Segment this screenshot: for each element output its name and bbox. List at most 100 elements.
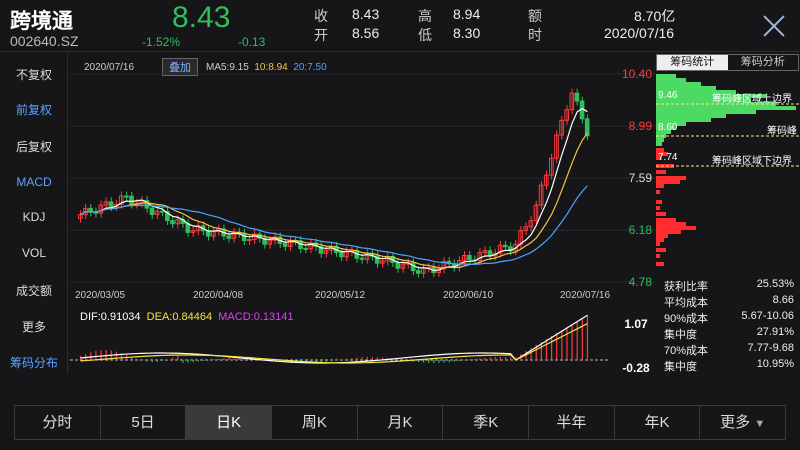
chip-tabs: 筹码统计 筹码分析 (656, 54, 799, 71)
tab-chip-stats[interactable]: 筹码统计 (657, 55, 728, 70)
stat-row: 90%成本 5.67-10.06 (664, 310, 794, 325)
menu-macd[interactable]: MACD (16, 175, 52, 189)
candle (165, 210, 170, 222)
chip-bar-loss (656, 184, 664, 188)
tab-quarterly-k[interactable]: 季K (443, 406, 530, 439)
price-tick-label: 6.18 (629, 223, 653, 237)
candle (154, 210, 160, 216)
macd-legend: DIF:0.91034 DEA:0.84464 MACD:0.13141 (80, 311, 294, 323)
time-value: 2020/07/16 (604, 25, 675, 41)
menu-chip-distribution[interactable]: 筹码分布 (9, 356, 58, 370)
chip-bar-loss (656, 200, 662, 204)
ma10-value: 8.94 (268, 62, 288, 73)
chip-bar-loss (656, 156, 662, 160)
candle (170, 220, 175, 225)
candle (144, 200, 150, 209)
overlay-button[interactable]: 叠加 (162, 58, 198, 76)
chip-bar-profit (656, 126, 676, 130)
menu-backward-adjust[interactable]: 后复权 (15, 140, 52, 154)
chip-bar-loss (656, 148, 664, 152)
chip-bar-loss (656, 238, 664, 242)
candle (374, 255, 380, 264)
tab-5day[interactable]: 5日 (101, 406, 187, 439)
amount-label: 额 (528, 8, 542, 24)
tab-intraday[interactable]: 分时 (15, 406, 101, 439)
candle (149, 207, 155, 216)
chip-bar-loss (656, 212, 666, 216)
tab-yearly-k[interactable]: 年K (615, 406, 701, 439)
tab-daily-k[interactable]: 日K (186, 406, 273, 439)
chip-peak-price: 8.60 (658, 122, 678, 133)
candle (246, 239, 252, 242)
dea-value: 0.84464 (172, 311, 213, 323)
stat-row: 获利比率 25.53% (664, 278, 794, 293)
price-tick-label: 8.99 (629, 119, 653, 133)
header-divider (0, 51, 800, 52)
candle (584, 118, 590, 137)
candle (395, 262, 401, 269)
chevron-down-icon: ▼ (754, 418, 766, 430)
stat-row: 平均成本 8.66 (664, 294, 794, 309)
stock-name: 跨境通 (10, 10, 73, 33)
candle (262, 237, 267, 245)
chip-bar-profit (656, 78, 686, 82)
candle (538, 184, 544, 206)
chip-bar-loss (656, 234, 668, 238)
chip-bar-loss (656, 222, 686, 226)
menu-kdj[interactable]: KDJ (22, 210, 46, 224)
candle (103, 201, 109, 206)
stat-row: 70%成本 7.77-9.68 (664, 342, 794, 357)
candle (574, 92, 580, 102)
candle (118, 195, 124, 205)
chip-bar-loss (656, 152, 668, 156)
chip-bar-loss (656, 180, 680, 184)
chip-bar-loss (656, 176, 686, 180)
menu-more[interactable]: 更多 (21, 320, 46, 334)
candle (359, 257, 365, 260)
tab-more[interactable]: 更多 ▼ (720, 414, 766, 431)
stat-row: 集中度 10.95% (664, 358, 794, 373)
time-label: 时 (528, 27, 542, 43)
chip-upper-label: 筹码峰区域上边界 (712, 94, 792, 105)
menu-no-adjust[interactable]: 不复权 (15, 68, 52, 82)
candle (564, 109, 570, 121)
low-label: 低 (418, 27, 432, 43)
tab-monthly-k[interactable]: 月K (358, 406, 444, 439)
candle (523, 226, 529, 232)
close-icon[interactable] (762, 14, 786, 38)
candle (569, 92, 575, 111)
menu-forward-adjust[interactable]: 前复权 (15, 103, 52, 117)
price-tick-label: 7.59 (629, 171, 653, 185)
candle (441, 260, 447, 270)
price-tick-label: 4.78 (629, 275, 653, 289)
chip-bar-profit (656, 142, 662, 146)
chip-bar-loss (656, 170, 666, 174)
chip-bar-profit (656, 90, 736, 94)
chip-bar-loss (656, 206, 660, 210)
candle (78, 214, 83, 219)
menu-vol[interactable]: VOL (21, 246, 46, 260)
price-change-percent: -1.52% (142, 35, 181, 49)
ma20-value: 7.50 (307, 62, 327, 73)
menu-turnover[interactable]: 成交额 (15, 284, 52, 298)
candle (543, 174, 549, 186)
candle (502, 244, 508, 248)
candle (339, 251, 344, 258)
candlestick-chart: 10.40 8.99 7.59 6.18 4.78 2020/03/05 2020/04/0… (70, 67, 656, 374)
chip-bar-loss (656, 226, 696, 230)
tab-weekly-k[interactable]: 周K (272, 406, 358, 439)
candle (129, 195, 134, 205)
candle (462, 255, 467, 262)
chip-bar-profit (656, 86, 716, 90)
candle (190, 230, 196, 233)
chip-bar-loss (656, 248, 666, 252)
chip-bar-profit (656, 138, 664, 142)
tab-halfyear[interactable]: 半年 (529, 406, 615, 439)
candle (554, 134, 559, 159)
candle (226, 235, 232, 239)
chip-bar-profit (656, 118, 711, 122)
tab-chip-analysis[interactable]: 筹码分析 (740, 56, 785, 68)
candle (380, 260, 385, 264)
chip-bar-profit (656, 114, 726, 118)
ma-legend: MA5:9.15 10:8.94 20:7.50 (206, 62, 327, 73)
